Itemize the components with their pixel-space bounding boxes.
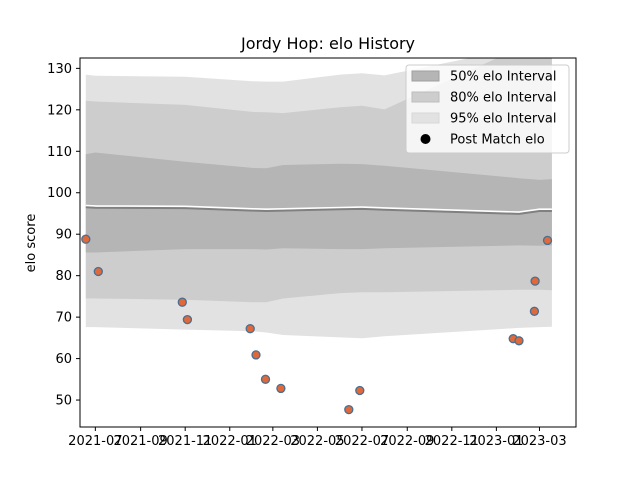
y-tick-label-90: 90 — [55, 228, 72, 243]
post-match-point-9 — [344, 404, 354, 415]
axis-ticks: 50 60 70 80 90 100 110 120 130 2021-072021-092021… — [47, 62, 566, 449]
legend-box — [405, 64, 570, 154]
post-match-point-6 — [251, 350, 261, 360]
legend-marker-post-match-elo — [420, 134, 431, 144]
post-match-point-12 — [514, 336, 524, 346]
x-tick-label-2023-03: 2023-03 — [512, 434, 566, 449]
mean-elo-line — [85, 206, 552, 215]
band-50-elo-interval — [85, 152, 552, 253]
x-tick-label-2022-07: 2022-07 — [335, 434, 389, 449]
y-tick-label-100: 100 — [47, 186, 72, 201]
y-tick-label-120: 120 — [47, 103, 72, 118]
y-tick-label-110: 110 — [47, 145, 72, 160]
post-match-point-5 — [245, 324, 255, 334]
post-match-point-10 — [355, 385, 365, 396]
x-tick-label-2021-07: 2021-07 — [68, 434, 122, 449]
post-match-point-2 — [93, 266, 103, 277]
post-match-point-4 — [182, 314, 193, 325]
y-tick-label-80: 80 — [55, 269, 72, 284]
x-tick-label-2022-11: 2022-11 — [425, 434, 479, 449]
x-tick-label-2022-05: 2022-05 — [290, 434, 344, 449]
legend-swatch-95-elo-interval — [411, 112, 440, 124]
post-match-point-13 — [529, 306, 540, 316]
legend-label-post-match-elo: Post Match elo — [450, 133, 545, 148]
post-match-point-8 — [276, 383, 286, 394]
y-tick-label-130: 130 — [47, 62, 72, 77]
post-match-point-3 — [177, 297, 187, 307]
x-tick-label-2022-09: 2022-09 — [380, 434, 434, 449]
legend-label-50-elo-interval: 50% elo Interval — [450, 70, 557, 85]
legend-swatch-50-elo-interval — [411, 70, 440, 82]
x-tick-label-2021-09: 2021-09 — [113, 434, 167, 449]
chart-title: Jordy Hop: elo History — [240, 34, 415, 53]
y-tick-label-50: 50 — [55, 394, 72, 409]
post-match-point-7 — [260, 374, 271, 384]
y-axis-label: elo score — [24, 214, 39, 273]
mean-line-halo — [85, 204, 552, 214]
y-tick-label-70: 70 — [55, 311, 72, 326]
x-tick-label-2021-11: 2021-11 — [158, 434, 212, 449]
axes-frame — [79, 57, 577, 428]
post-match-point-1 — [81, 234, 91, 244]
x-tick-label-2022-03: 2022-03 — [246, 434, 300, 449]
legend-swatch-80-elo-interval — [411, 91, 440, 103]
x-tick-label-2023-01: 2023-01 — [469, 434, 523, 449]
post-match-point-15 — [542, 235, 553, 246]
legend-label-80-elo-interval: 80% elo Interval — [450, 91, 557, 106]
y-tick-label-60: 60 — [55, 352, 72, 367]
post-match-point-14 — [530, 276, 540, 286]
legend-label-95-elo-interval: 95% elo Interval — [450, 112, 557, 127]
legend: 50% elo Interval 80% elo Interval 95% elo … — [405, 64, 570, 154]
x-tick-label-2022-01: 2022-01 — [203, 434, 257, 449]
